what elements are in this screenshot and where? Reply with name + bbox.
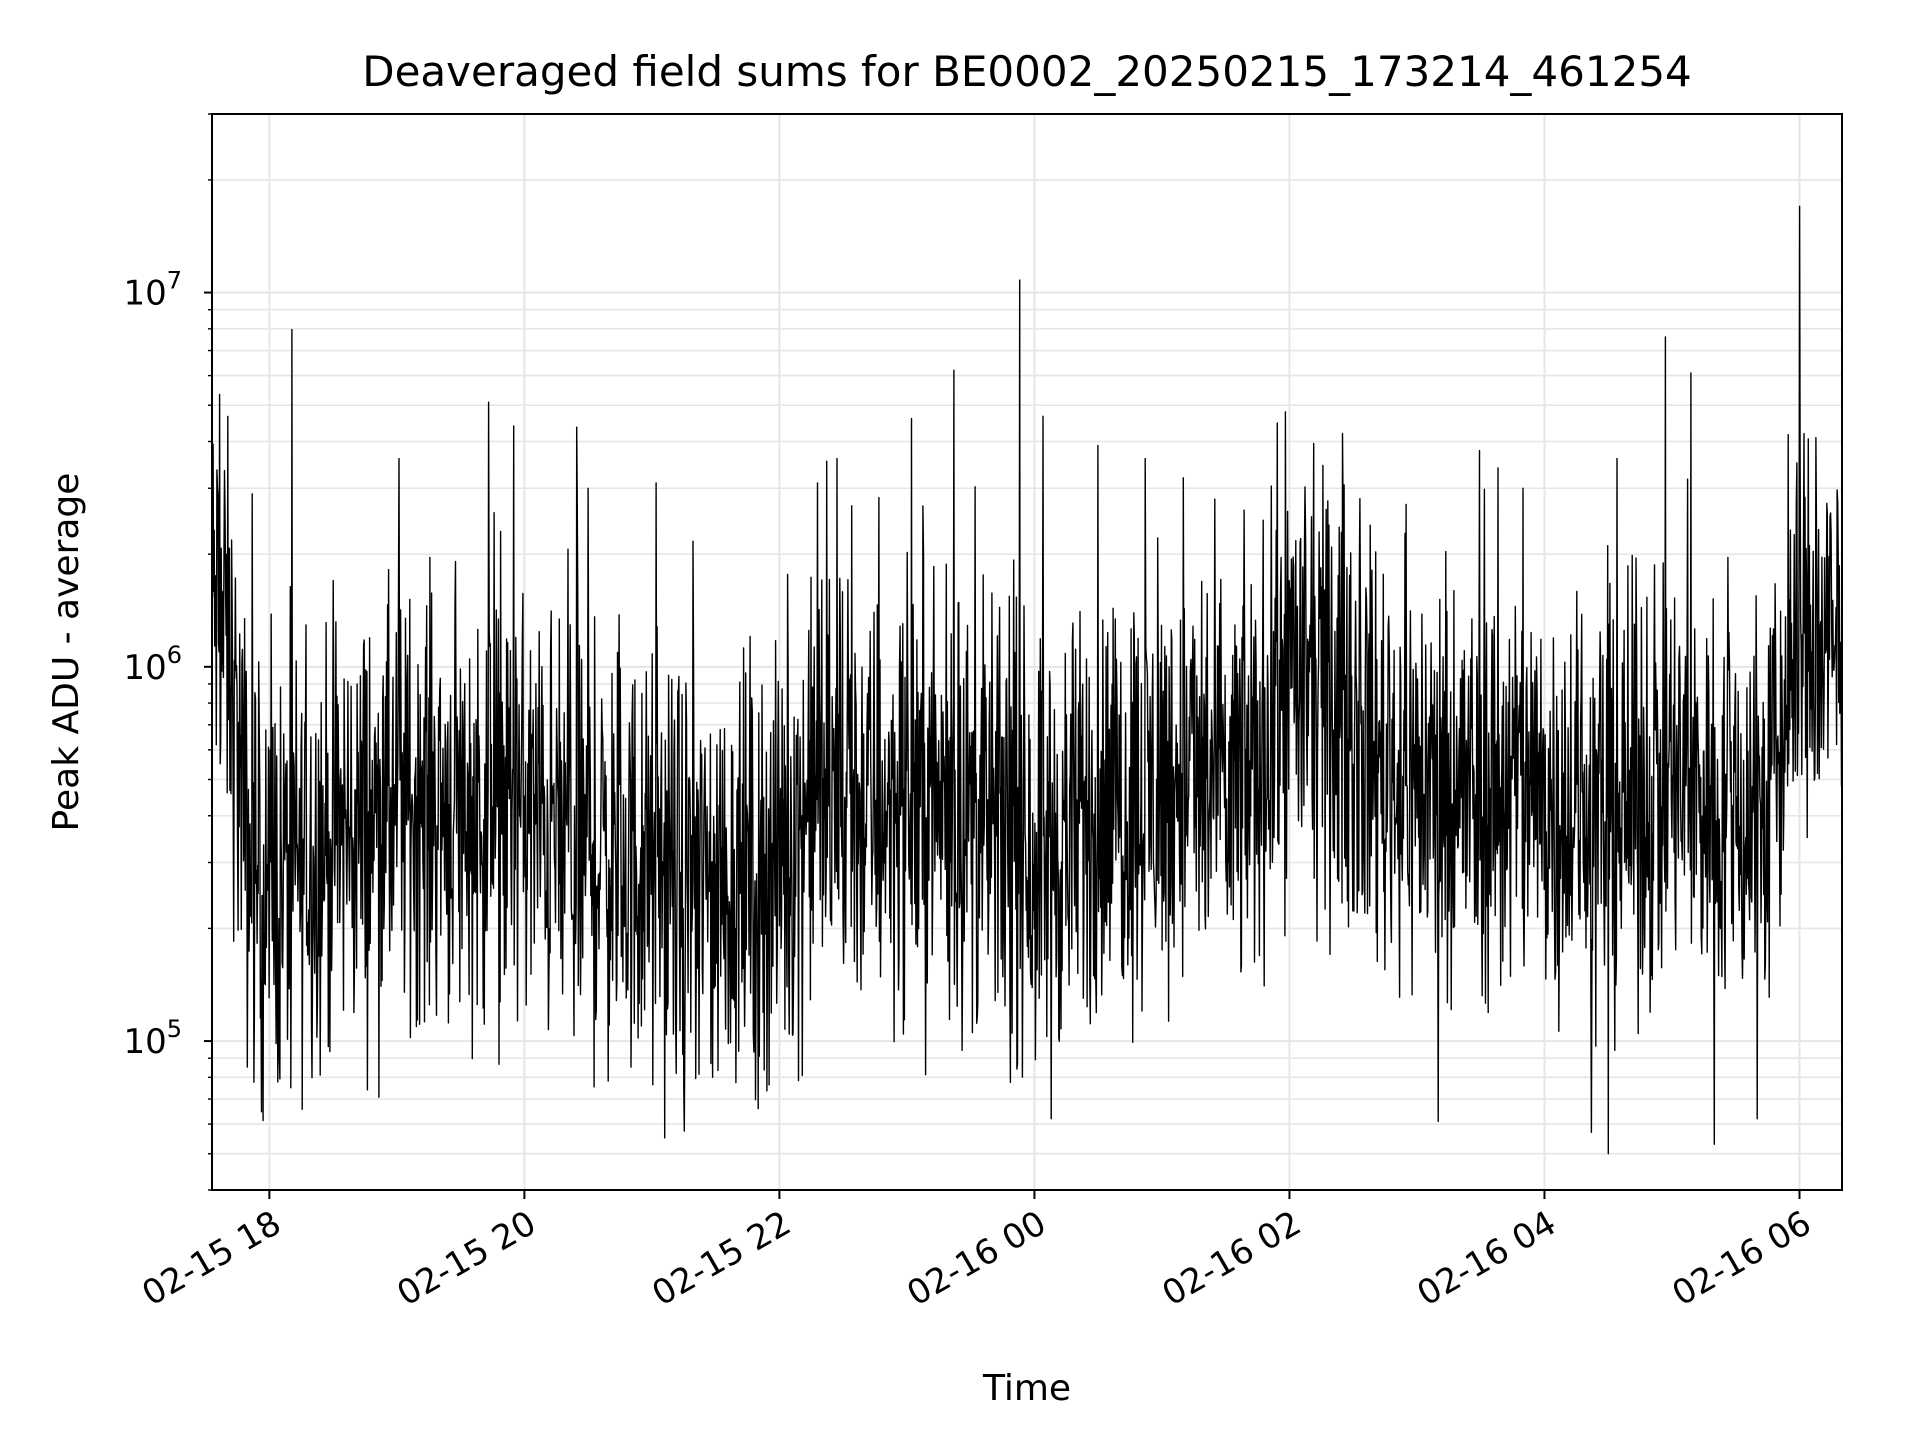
y-tick-label: 106: [123, 641, 182, 688]
series-line: [211, 205, 1843, 1155]
y-axis: 105 106 107: [123, 113, 212, 1191]
y-tick-label: 105: [123, 1015, 182, 1062]
x-tick-label: 02-15 18: [135, 1203, 287, 1314]
y-tick-label: 107: [123, 267, 182, 314]
x-tick-label: 02-16 06: [1666, 1203, 1818, 1314]
series-layer: [211, 205, 1843, 1155]
y-axis-label: Peak ADU - average: [46, 473, 87, 832]
chart-title: Deaveraged field sums for BE0002_2025021…: [362, 47, 1692, 96]
x-tick-label: 02-15 20: [391, 1203, 543, 1314]
x-tick-label: 02-16 02: [1156, 1203, 1308, 1314]
x-axis: 02-15 18 02-15 20 02-15 22 02-16 00 02-16 02…: [135, 1190, 1818, 1314]
x-tick-label: 02-15 22: [646, 1203, 798, 1314]
x-axis-label: Time: [982, 1368, 1071, 1409]
plot-frame: [211, 113, 1843, 1191]
x-tick-label: 02-16 04: [1411, 1203, 1563, 1314]
x-tick-label: 02-16 00: [901, 1203, 1053, 1314]
